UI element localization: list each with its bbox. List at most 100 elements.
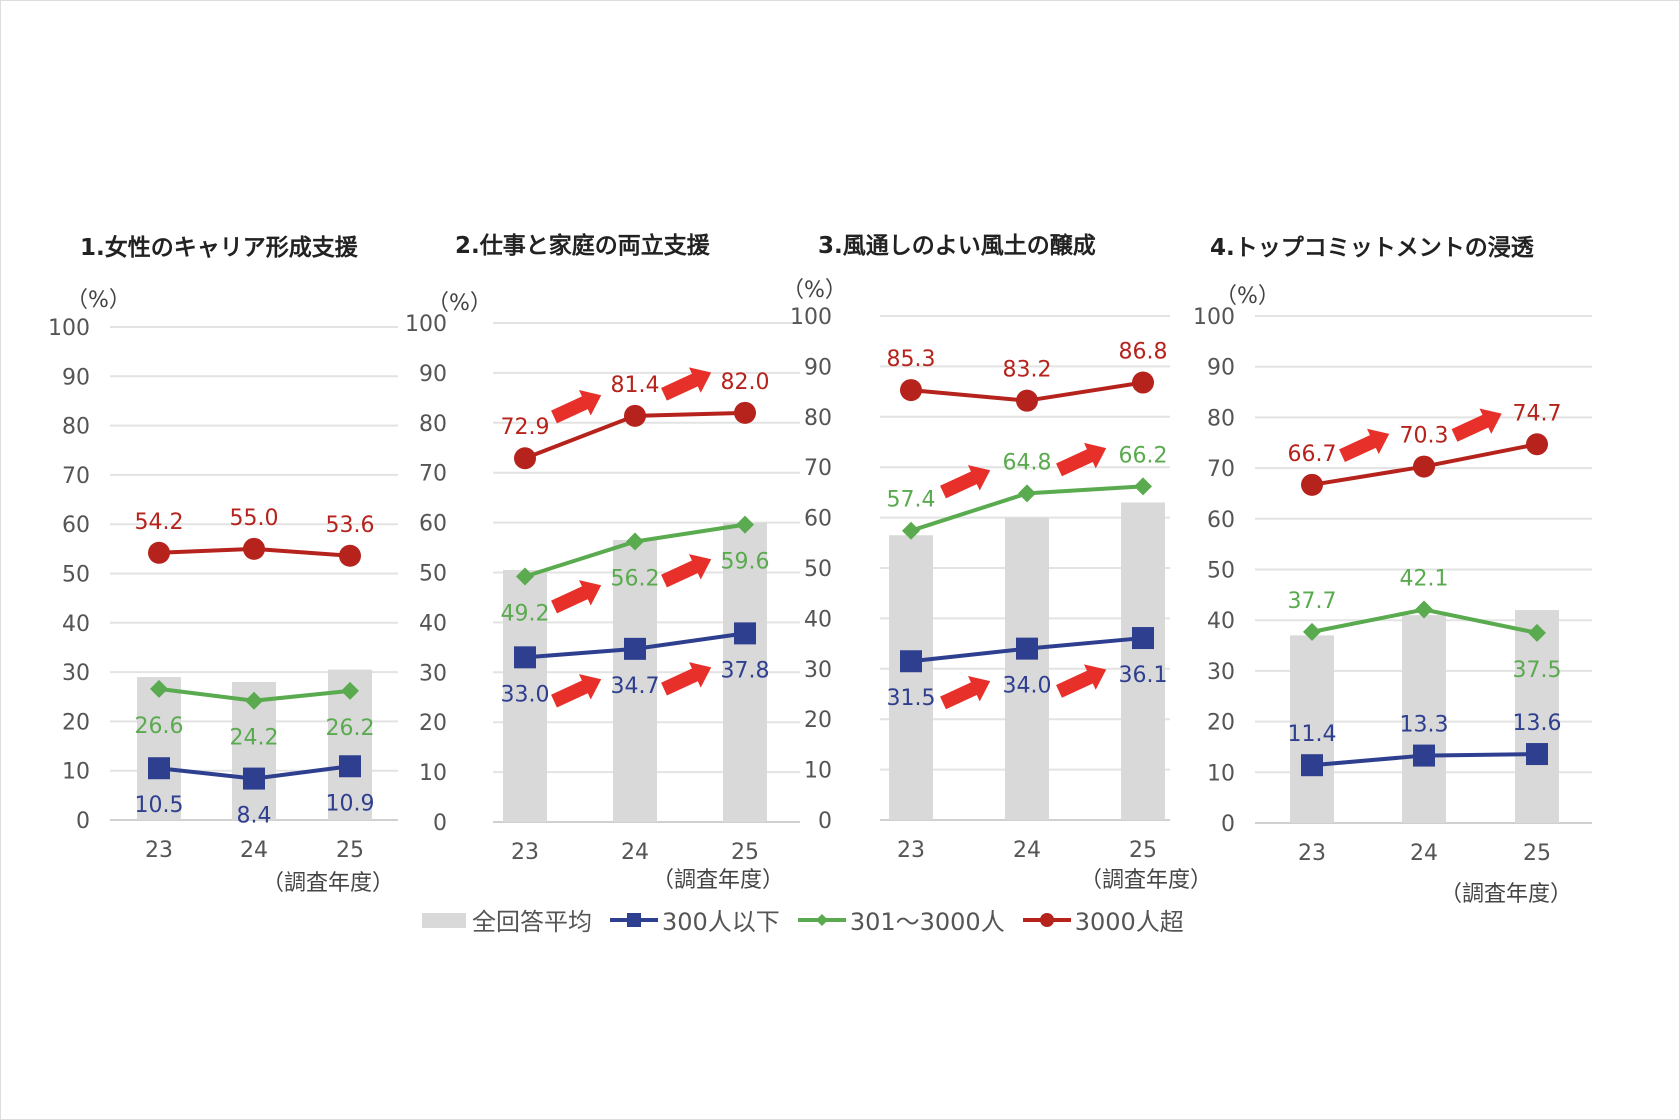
y-tick-label: 0 [433,811,447,836]
data-point [339,544,361,567]
y-tick-label: 10 [419,761,447,786]
data-label: 64.8 [1003,450,1052,475]
data-point [1413,744,1435,767]
data-point [245,691,263,710]
y-tick-label: 20 [62,710,90,735]
data-point [1132,627,1154,650]
x-tick-label: 25 [336,838,364,863]
legend-item: 3000人超 [1022,902,1184,937]
x-tick-label: 23 [511,840,539,865]
x-tick-label: 23 [145,838,173,863]
trend-arrow-icon [551,390,602,424]
arrow-shape [661,662,712,696]
data-label: 13.3 [1400,713,1449,738]
data-point [734,622,756,645]
y-axis-unit: （%） [1215,284,1280,309]
data-label: 8.4 [237,804,272,829]
trend-arrow-icon [1056,442,1107,477]
data-label: 10.9 [326,791,375,816]
data-label: 66.2 [1119,443,1168,468]
arrow-shape [661,554,712,588]
data-point [243,767,265,790]
data-point [734,401,756,424]
data-point [902,521,920,540]
y-tick-label: 0 [818,809,832,834]
y-tick-label: 80 [804,406,832,431]
arrow-shape [1451,408,1502,442]
y-tick-label: 30 [804,658,832,683]
y-tick-label: 40 [804,607,832,632]
bar-average [1515,610,1559,823]
data-point [514,447,536,470]
data-point [624,637,646,660]
arrow-shape [940,465,991,499]
data-label: 10.5 [135,793,184,818]
data-point [736,515,754,534]
data-point [148,757,170,780]
y-tick-label: 80 [1207,406,1235,431]
y-tick-label: 60 [419,512,447,537]
legend-label: 全回答平均 [472,908,592,936]
x-tick-label: 25 [1523,841,1551,866]
data-label: 11.4 [1288,722,1337,747]
bar-average [137,677,181,820]
legend-bar-icon [422,912,466,928]
arrow-shape [1056,442,1107,477]
chart-title: 2.仕事と家庭の両立支援 [455,233,710,259]
data-label: 57.4 [887,488,936,513]
y-tick-label: 0 [1221,812,1235,837]
legend-label: 300人以下 [662,908,780,936]
data-label: 85.3 [887,347,936,372]
chart-title: 3.風通しのよい風土の醸成 [818,233,1096,259]
data-label: 33.0 [501,682,550,707]
legend-label: 3000人超 [1074,908,1184,936]
y-tick-label: 20 [1207,711,1235,736]
data-label: 37.5 [1513,658,1562,683]
y-tick-label: 90 [62,365,90,390]
legend-circle-icon [1022,912,1071,927]
bar-average [723,522,767,822]
y-tick-label: 20 [804,708,832,733]
y-tick-label: 50 [419,562,447,587]
bar-average [1402,615,1446,823]
bar-average [1290,635,1334,823]
trend-arrow-icon [940,465,991,499]
y-tick-label: 60 [1207,508,1235,533]
y-tick-label: 20 [419,711,447,736]
y-tick-label: 50 [1207,559,1235,584]
data-point [1415,600,1433,619]
x-tick-label: 23 [1298,841,1326,866]
y-tick-label: 70 [1207,457,1235,482]
x-axis-label: （調査年度） [1440,882,1573,907]
y-tick-label: 50 [804,557,832,582]
arrow-shape [661,367,712,401]
y-tick-label: 100 [790,305,832,330]
data-point [514,646,536,669]
legend-label: 301～3000人 [849,908,1005,936]
y-tick-label: 30 [1207,660,1235,685]
data-label: 31.5 [887,686,936,711]
y-tick-label: 80 [419,412,447,437]
legend-square-icon [610,912,658,927]
trend-arrow-icon [1056,664,1107,698]
data-label: 54.2 [135,510,184,535]
data-label: 49.2 [501,601,550,626]
y-tick-label: 40 [62,612,90,637]
data-point [148,541,170,564]
data-point [624,404,646,427]
y-tick-label: 0 [76,809,90,834]
data-point [1303,622,1321,641]
y-tick-label: 60 [804,507,832,532]
data-point [1526,433,1548,456]
data-label: 56.2 [611,567,660,592]
y-tick-label: 70 [419,462,447,487]
x-tick-label: 25 [731,840,759,865]
data-point [1134,477,1152,496]
data-label: 53.6 [326,513,375,538]
arrow-shape [1339,428,1390,463]
trend-arrow-icon [551,674,602,708]
data-point [1018,484,1036,503]
data-label: 86.8 [1119,340,1168,365]
y-tick-label: 90 [1207,356,1235,381]
y-tick-label: 10 [804,759,832,784]
